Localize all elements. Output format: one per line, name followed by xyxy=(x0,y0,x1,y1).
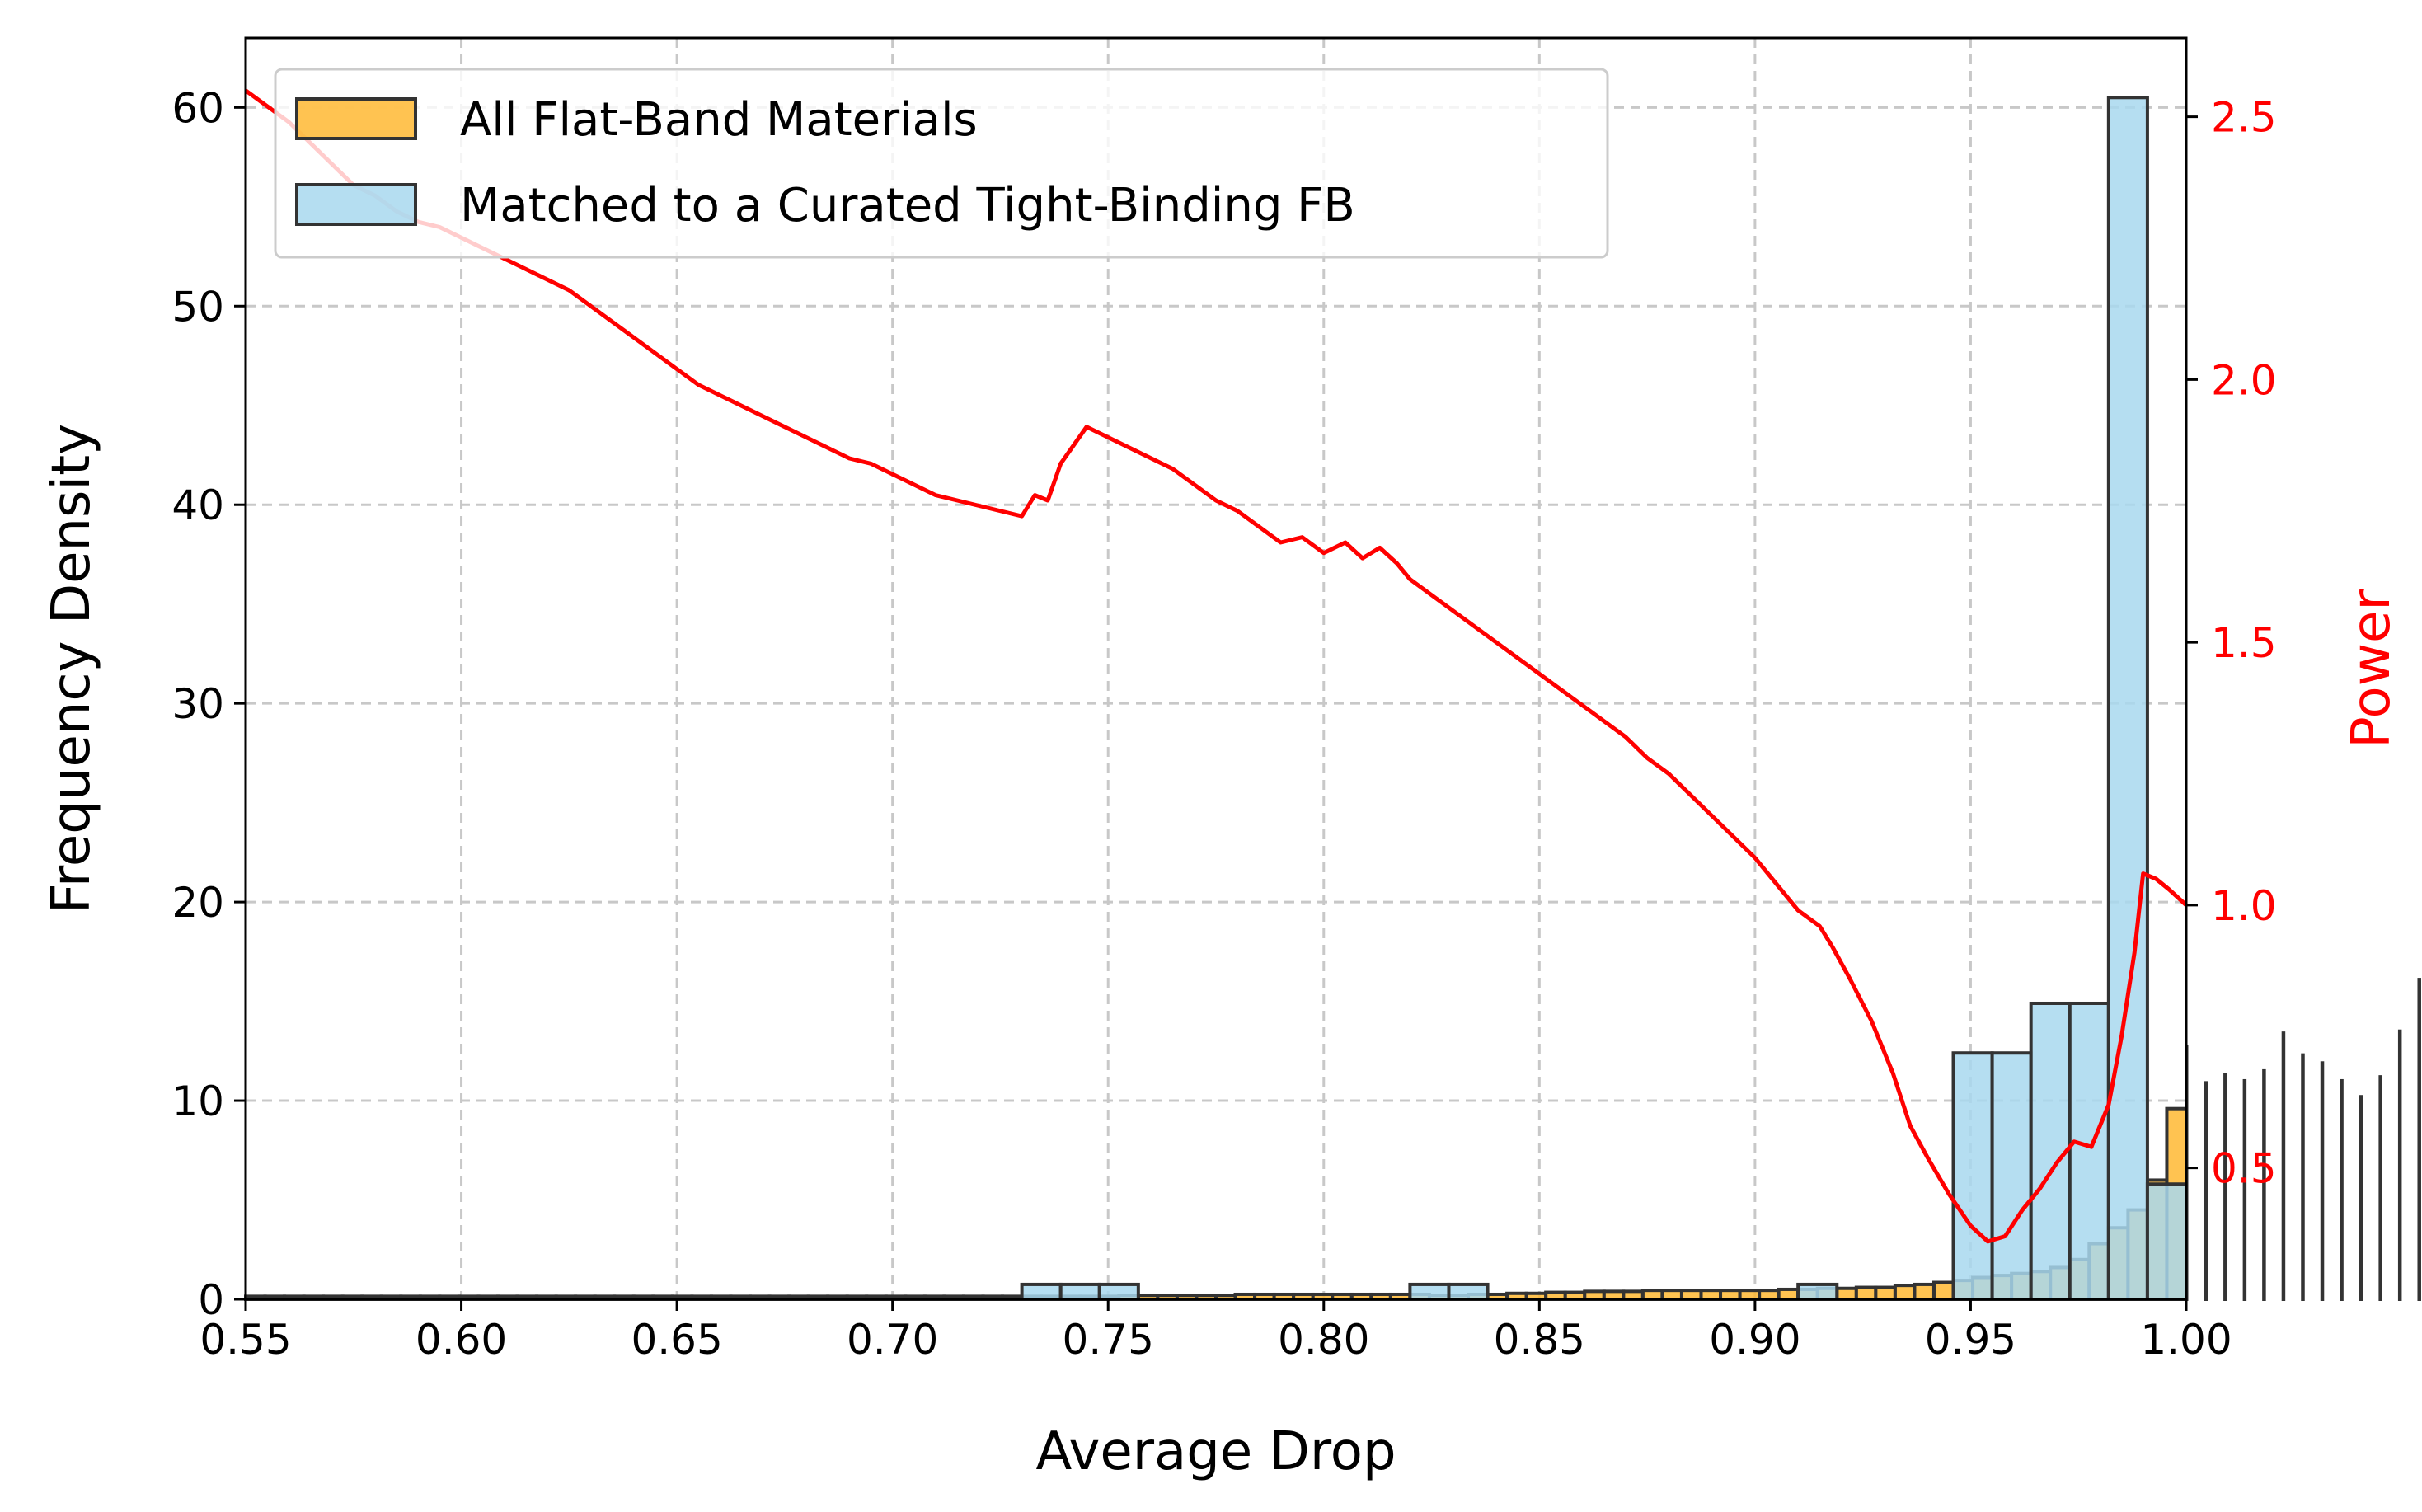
matched-bar-47 xyxy=(2068,1001,2110,1301)
all-bar-107 xyxy=(2320,1061,2325,1302)
all-bar-109 xyxy=(2359,1095,2363,1301)
matched-bar-48 xyxy=(2106,96,2149,1302)
x-tick-label-7: 0.90 xyxy=(1709,1316,1800,1364)
y2-axis-label: Power xyxy=(2341,589,2402,749)
matched-bar-30 xyxy=(1408,1282,1451,1301)
matched-bar-46 xyxy=(2029,1001,2072,1301)
x-tick-label-9: 1.00 xyxy=(2140,1316,2232,1364)
x-tick-label-2: 0.65 xyxy=(631,1316,722,1364)
y2-axis-ticks: 0.5 1.0 1.5 2.0 2.5 xyxy=(2186,94,2277,1193)
y-tick-label-1: 10 xyxy=(171,1078,224,1125)
all-bar-111 xyxy=(2397,1029,2402,1301)
y2-tick-label-3: 2.0 xyxy=(2211,356,2277,404)
matched-bar-20 xyxy=(1020,1282,1063,1301)
all-bar-75 xyxy=(1699,1289,1723,1301)
all-bar-110 xyxy=(2378,1075,2382,1301)
legend: All Flat-Band Materials Matched to a Cur… xyxy=(274,68,1609,259)
matched-bars xyxy=(244,96,2188,1302)
all-bar-85 xyxy=(1893,1284,1917,1302)
all-bar-103 xyxy=(2242,1078,2247,1301)
legend-label-all: All Flat-Band Materials xyxy=(460,93,978,147)
matched-bar-22 xyxy=(1097,1282,1140,1301)
y-tick-label-2: 20 xyxy=(171,879,224,927)
all-bar-101 xyxy=(2204,1081,2208,1302)
x-axis-label: Average Drop xyxy=(1035,1421,1396,1482)
power-line-layer xyxy=(244,88,2188,1244)
all-bar-102 xyxy=(2223,1073,2227,1302)
all-bar-83 xyxy=(1854,1285,1878,1302)
y-axis-label: Frequency Density xyxy=(41,424,102,913)
y-axis-ticks: 0 10 20 30 40 50 60 xyxy=(171,84,246,1324)
all-bar-86 xyxy=(1913,1282,1936,1301)
plot-frame xyxy=(244,36,2188,1301)
x-tick-label-8: 0.95 xyxy=(1925,1316,2016,1364)
matched-bar-45 xyxy=(1990,1051,2033,1302)
y2-tick-label-4: 2.5 xyxy=(2211,94,2277,142)
matched-bar-44 xyxy=(1951,1051,1994,1302)
all-bar-76 xyxy=(1719,1289,1742,1301)
power-line xyxy=(244,88,2188,1244)
legend-swatch-matched xyxy=(295,183,417,226)
y-tick-label-3: 30 xyxy=(171,680,224,728)
all-bar-73 xyxy=(1660,1289,1683,1301)
x-tick-label-4: 0.75 xyxy=(1063,1316,1154,1364)
all-bar-112 xyxy=(2417,978,2421,1301)
y2-tick-label-0: 0.5 xyxy=(2211,1145,2277,1193)
y2-tick-label-2: 1.5 xyxy=(2211,619,2277,667)
y2-tick-label-1: 1.0 xyxy=(2211,882,2277,930)
legend-box xyxy=(274,68,1609,259)
x-tick-label-0: 0.55 xyxy=(199,1316,291,1364)
all-bar-72 xyxy=(1640,1289,1664,1301)
all-bar-108 xyxy=(2340,1078,2344,1301)
x-tick-label-5: 0.80 xyxy=(1278,1316,1369,1364)
all-bar-82 xyxy=(1835,1286,1858,1302)
all-bar-87 xyxy=(1931,1280,1955,1301)
x-tick-label-3: 0.70 xyxy=(847,1316,938,1364)
all-bar-84 xyxy=(1874,1285,1897,1302)
all-bar-74 xyxy=(1679,1289,1703,1301)
y-tick-label-6: 60 xyxy=(171,84,224,132)
matched-bar-31 xyxy=(1447,1282,1490,1301)
y-tick-label-0: 0 xyxy=(198,1276,224,1324)
y-tick-label-4: 40 xyxy=(171,481,224,529)
matched-bar-49 xyxy=(2145,1182,2188,1301)
all-bar-77 xyxy=(1738,1289,1762,1301)
x-tick-label-6: 0.85 xyxy=(1494,1316,1585,1364)
legend-label-matched: Matched to a Curated Tight-Binding FB xyxy=(460,179,1355,232)
all-bar-106 xyxy=(2301,1053,2305,1302)
legend-swatch-all xyxy=(295,97,417,140)
matched-bar-21 xyxy=(1058,1282,1101,1301)
all-bar-78 xyxy=(1758,1289,1781,1301)
y-tick-label-5: 50 xyxy=(171,283,224,331)
all-bar-104 xyxy=(2262,1068,2266,1301)
x-tick-label-1: 0.60 xyxy=(415,1316,507,1364)
matched-bar-40 xyxy=(1796,1282,1839,1301)
all-bar-79 xyxy=(1777,1287,1800,1302)
x-axis-ticks: 0.55 0.60 0.65 0.70 0.75 0.80 0.85 0.90 0.95 1.00 xyxy=(199,1299,2232,1364)
